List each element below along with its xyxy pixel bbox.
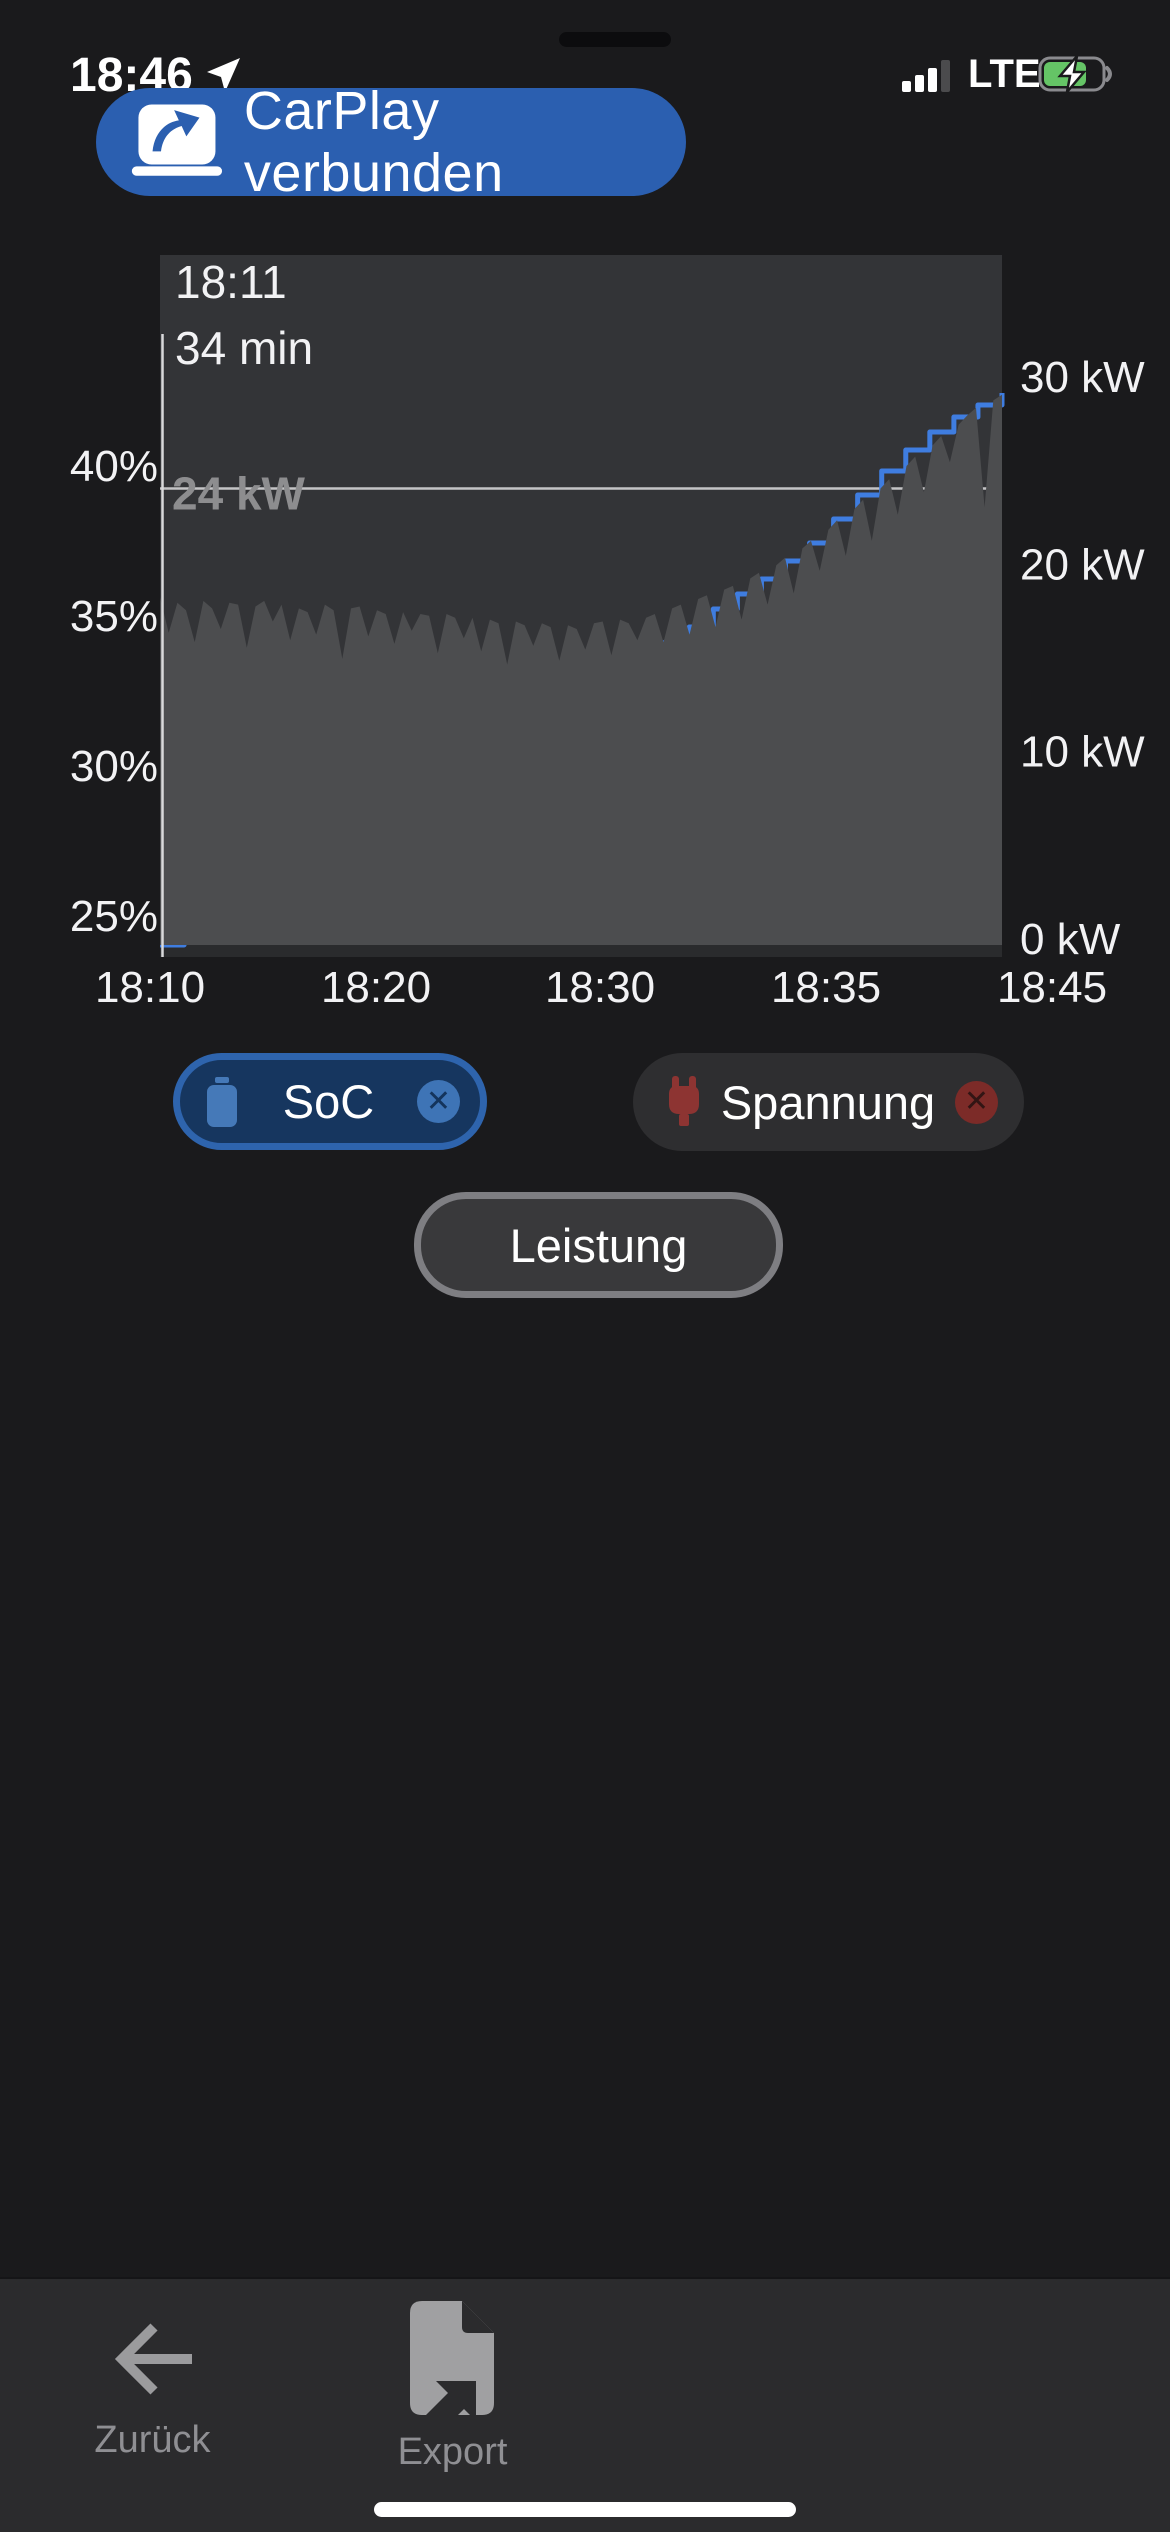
axis-tick-label: 30%: [70, 742, 158, 791]
export-button-label: Export: [397, 2431, 508, 2473]
axis-tick-label: 10 kW: [1020, 728, 1145, 777]
legend-chip-spannung-label: Spannung: [720, 1075, 936, 1129]
export-button[interactable]: Export: [380, 2301, 525, 2474]
signal-strength-icon: [902, 60, 950, 92]
tooltip-duration: 34 min: [175, 322, 313, 374]
back-arrow-icon: [114, 2323, 192, 2395]
back-button[interactable]: Zurück: [80, 2313, 225, 2462]
carplay-icon: [131, 104, 223, 176]
axis-tick-label: 18:20: [321, 963, 431, 1012]
left-axis-ticks: 40% 35% 30% 25%: [70, 442, 158, 941]
axis-tick-label: 35%: [70, 592, 158, 641]
axis-tick-label: 18:30: [545, 963, 655, 1012]
legend-chip-leistung[interactable]: Leistung: [414, 1192, 783, 1298]
axis-tick-label: 20 kW: [1020, 540, 1145, 589]
plug-icon: [669, 1076, 699, 1126]
carplay-banner[interactable]: CarPlay verbunden: [96, 81, 686, 203]
chart-baseline-strip: [160, 945, 1002, 957]
axis-tick-label: 18:35: [771, 963, 881, 1012]
charging-chart[interactable]: 24 kW 18:11 34 min 40% 35% 30% 25% 30 kW 20 …: [0, 230, 1170, 1020]
notch-pill: [559, 32, 671, 47]
axis-tick-label: 30 kW: [1020, 353, 1145, 402]
axis-tick-label: 25%: [70, 892, 158, 941]
legend-chip-spannung[interactable]: Spannung ✕: [633, 1053, 1024, 1151]
axis-tick-label: 18:45: [997, 963, 1107, 1012]
right-axis-ticks: 30 kW 20 kW 10 kW 0 kW: [1020, 353, 1145, 964]
remove-soc-icon[interactable]: ✕: [417, 1080, 460, 1123]
bottom-toolbar: Zurück Export: [0, 2277, 1170, 2532]
network-type-label: LTE: [968, 52, 1041, 96]
axis-tick-label: 40%: [70, 442, 158, 491]
carplay-banner-label: CarPlay verbunden: [243, 81, 504, 203]
legend-chip-soc[interactable]: SoC ✕: [173, 1053, 487, 1150]
remove-spannung-icon[interactable]: ✕: [954, 1080, 998, 1124]
home-indicator[interactable]: [374, 2502, 796, 2517]
back-button-label: Zurück: [94, 2419, 211, 2461]
location-arrow-icon: [207, 58, 240, 92]
legend-chip-soc-label: SoC: [282, 1075, 375, 1128]
legend-chip-leistung-label: Leistung: [509, 1218, 688, 1272]
tooltip-time: 18:11: [175, 256, 287, 308]
ref-line-label: 24 kW: [172, 467, 306, 519]
export-document-icon: [409, 2301, 494, 2417]
x-axis-ticks: 18:10 18:20 18:30 18:35 18:45: [95, 963, 1107, 1012]
battery-icon: [207, 1076, 237, 1127]
power-area: [160, 394, 1002, 945]
axis-tick-label: 18:10: [95, 963, 205, 1012]
axis-tick-label: 0 kW: [1020, 915, 1121, 964]
battery-charging-icon: [1038, 54, 1112, 94]
